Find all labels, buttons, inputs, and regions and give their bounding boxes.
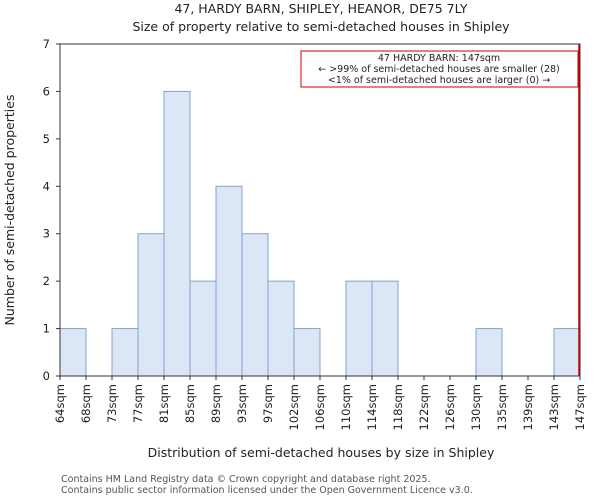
y-tick-label: 3	[43, 227, 50, 241]
bar-89sqm	[215, 185, 243, 377]
annotation-line3: <1% of semi-detached houses are larger (…	[328, 75, 550, 86]
x-tick-label-89sqm: 89sqm	[209, 384, 223, 423]
y-tick-label: 5	[43, 132, 50, 146]
plot-frame	[59, 43, 581, 377]
x-tick-label-64sqm: 64sqm	[53, 384, 67, 423]
x-tick-label-110sqm: 110sqm	[339, 384, 353, 430]
x-tick-label-106sqm: 106sqm	[313, 384, 327, 430]
y-tick-label: 7	[43, 37, 50, 51]
x-tick-label-68sqm: 68sqm	[79, 384, 93, 423]
x-tick-label-102sqm: 102sqm	[287, 384, 301, 430]
annotation-box: 47 HARDY BARN: 147sqm ← >99% of semi-det…	[300, 50, 579, 88]
y-tick-label: 1	[43, 322, 50, 336]
bar-102sqm	[293, 328, 321, 377]
annotation-frame	[300, 50, 579, 88]
footer-line2: Contains public sector information licen…	[61, 485, 473, 496]
x-tick-label-77sqm: 77sqm	[131, 384, 145, 423]
y-axis-label: Number of semi-detached properties	[2, 95, 17, 326]
x-tick-label-81sqm: 81sqm	[157, 384, 171, 423]
annotation-line1: 47 HARDY BARN: 147sqm	[378, 53, 500, 64]
x-tick-label-126sqm: 126sqm	[443, 384, 457, 430]
y-tick-label: 0	[43, 369, 50, 383]
y-tick-label: 6	[43, 84, 50, 98]
x-tick-label-135sqm: 135sqm	[495, 384, 509, 430]
x-tick-label-114sqm: 114sqm	[365, 384, 379, 430]
bar-130sqm	[475, 328, 503, 377]
x-tick-label-139sqm: 139sqm	[521, 384, 535, 430]
bar-93sqm	[241, 233, 269, 377]
x-tick-label-97sqm: 97sqm	[261, 384, 275, 423]
y-axis: 0 1 2 3 4 5 6 7	[43, 37, 60, 383]
x-tick-label-130sqm: 130sqm	[469, 384, 483, 430]
bar-81sqm	[163, 90, 191, 377]
footer-line1: Contains HM Land Registry data © Crown c…	[61, 474, 431, 485]
y-tick-label: 2	[43, 274, 50, 288]
bar-97sqm	[267, 280, 295, 377]
x-tick-label-147sqm: 147sqm	[573, 384, 587, 430]
bar-114sqm	[371, 280, 399, 377]
y-tick-label: 4	[43, 179, 50, 193]
bar-110sqm	[345, 280, 373, 377]
x-axis-label: Distribution of semi-detached houses by …	[148, 445, 495, 460]
x-tick-label-143sqm: 143sqm	[547, 384, 561, 430]
bar-73sqm	[111, 328, 139, 377]
annotation-line2: ← >99% of semi-detached houses are small…	[318, 64, 560, 75]
bar-64sqm	[59, 328, 87, 377]
bar-143sqm	[553, 328, 581, 377]
chart-title-line1: 47, HARDY BARN, SHIPLEY, HEANOR, DE75 7L…	[174, 1, 467, 16]
x-tick-label-73sqm: 73sqm	[105, 384, 119, 423]
x-tick-label-122sqm: 122sqm	[417, 384, 431, 430]
bar-85sqm	[189, 280, 217, 377]
x-axis: 64sqm 68sqm 73sqm 77sqm 81sqm 85sqm 89sqm 93sqm…	[53, 376, 587, 430]
bars-group	[59, 90, 581, 377]
bar-77sqm	[137, 233, 165, 377]
x-tick-label-118sqm: 118sqm	[391, 384, 405, 430]
x-tick-label-85sqm: 85sqm	[183, 384, 197, 423]
x-tick-label-93sqm: 93sqm	[235, 384, 249, 423]
chart-title-line2: Size of property relative to semi-detach…	[132, 19, 510, 34]
